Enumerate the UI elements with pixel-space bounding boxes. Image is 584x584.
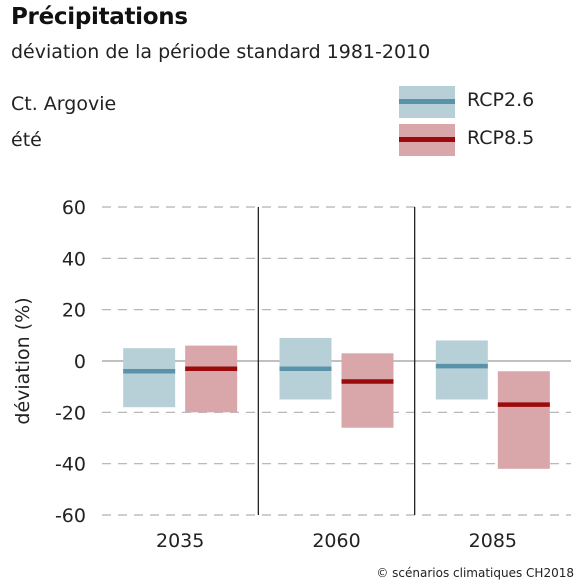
range-band-rcp26: [435, 340, 488, 400]
legend-item-rcp85: RCP8.5: [399, 124, 579, 158]
y-axis-label: déviation (%): [12, 297, 34, 424]
region-label: Ct. Argovie: [11, 93, 117, 115]
chart-title: Précipitations: [11, 4, 188, 30]
range-band-rcp85: [341, 353, 394, 428]
x-tick-label: 2035: [156, 530, 204, 552]
y-tick-label: -20: [55, 402, 86, 424]
copyright-note: © scénarios climatiques CH2018: [376, 566, 574, 580]
range-band-rcp85: [497, 371, 550, 469]
chart-subtitle: déviation de la période standard 1981-20…: [11, 41, 431, 63]
season-label: été: [11, 129, 42, 151]
y-tick-label: -60: [55, 505, 86, 527]
y-tick-label: 20: [62, 300, 86, 322]
y-tick-label: 0: [74, 351, 86, 373]
range-band-rcp26: [123, 348, 176, 408]
legend-line-rcp26: [399, 99, 455, 104]
legend-item-rcp26: RCP2.6: [399, 86, 579, 120]
y-tick-label: 40: [62, 248, 86, 270]
legend-label-rcp85: RCP8.5: [467, 127, 535, 149]
range-band-rcp85: [185, 345, 238, 413]
y-tick-label: -40: [55, 454, 86, 476]
x-tick-label: 2060: [312, 530, 360, 552]
y-tick-label: 60: [62, 197, 86, 219]
legend: RCP2.6 RCP8.5: [399, 86, 579, 162]
legend-line-rcp85: [399, 137, 455, 142]
x-tick-label: 2085: [469, 530, 517, 552]
legend-label-rcp26: RCP2.6: [467, 89, 535, 111]
